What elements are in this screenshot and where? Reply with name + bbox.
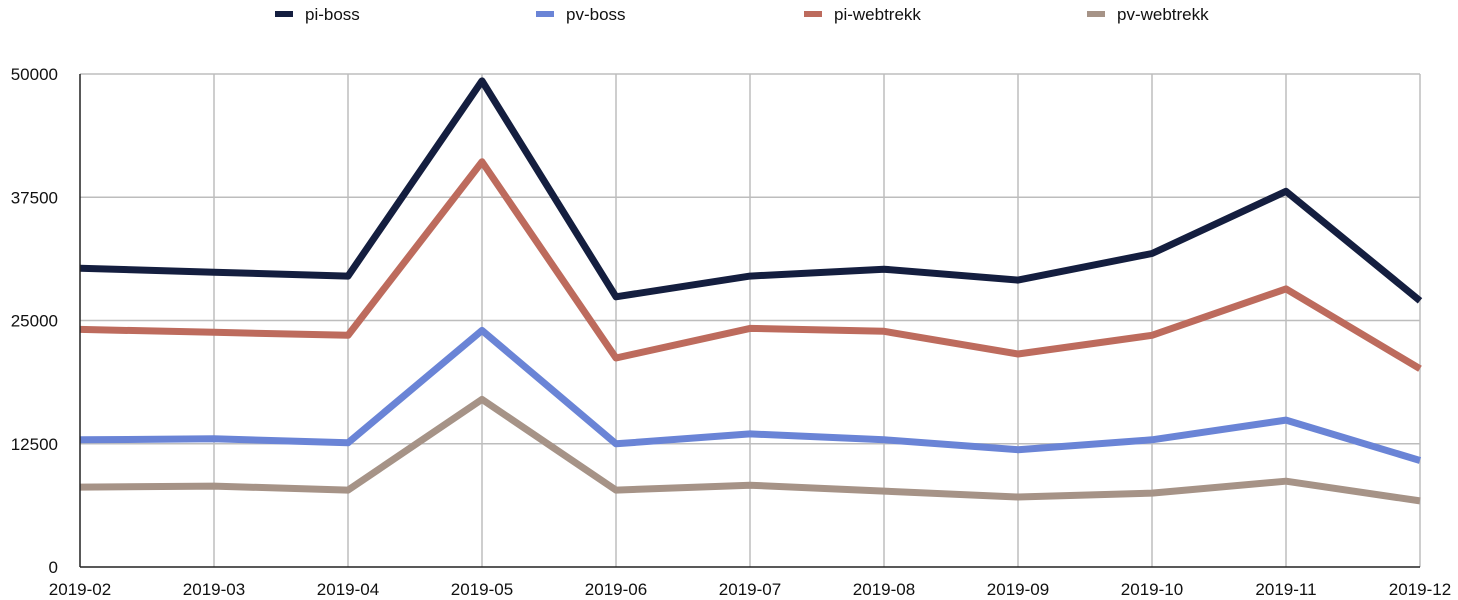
x-tick-label-2019-05: 2019-05: [451, 580, 513, 599]
x-tick-label-2019-07: 2019-07: [719, 580, 781, 599]
x-tick-label-2019-12: 2019-12: [1389, 580, 1451, 599]
series-line-pi-webtrekk: [79, 158, 1422, 372]
legend-label-pv-webtrekk: pv-webtrekk: [1117, 5, 1209, 24]
axes: [79, 74, 1420, 568]
legend-label-pv-boss: pv-boss: [566, 5, 626, 24]
x-tick-label-2019-10: 2019-10: [1121, 580, 1183, 599]
y-tick-label-25000: 25000: [11, 312, 58, 331]
x-tick-label-2019-03: 2019-03: [183, 580, 245, 599]
x-tick-label-2019-02: 2019-02: [49, 580, 111, 599]
legend-item-pi-webtrekk: pi-webtrekk: [804, 5, 921, 24]
series-line-pv-boss: [79, 326, 1422, 464]
x-tick-label-2019-11: 2019-11: [1255, 580, 1316, 599]
x-tick-label-2019-04: 2019-04: [317, 580, 379, 599]
y-tick-label-37500: 37500: [11, 188, 58, 207]
x-tick-label-2019-09: 2019-09: [987, 580, 1049, 599]
y-axis-tick-labels: 0 12500 25000 37500 50000: [11, 65, 58, 577]
y-tick-label-50000: 50000: [11, 65, 58, 84]
legend-item-pv-boss: pv-boss: [536, 5, 626, 24]
series-lines: [79, 77, 1423, 505]
legend: pi-boss pv-boss pi-webtrekk pv-webtrekk: [275, 5, 1209, 24]
legend-item-pv-webtrekk: pv-webtrekk: [1087, 5, 1209, 24]
x-tick-label-2019-06: 2019-06: [585, 580, 647, 599]
gridlines: [80, 73, 1421, 567]
legend-item-pi-boss: pi-boss: [275, 5, 360, 24]
x-tick-label-2019-08: 2019-08: [853, 580, 915, 599]
y-tick-label-0: 0: [49, 558, 58, 577]
legend-label-pi-webtrekk: pi-webtrekk: [834, 5, 921, 24]
legend-label-pi-boss: pi-boss: [305, 5, 360, 24]
series-line-pi-boss: [79, 77, 1423, 304]
x-axis-tick-labels: 2019-02 2019-03 2019-04 2019-05 2019-06 2019-…: [49, 580, 1451, 599]
y-tick-label-12500: 12500: [11, 435, 58, 454]
series-line-pv-webtrekk: [79, 395, 1421, 505]
